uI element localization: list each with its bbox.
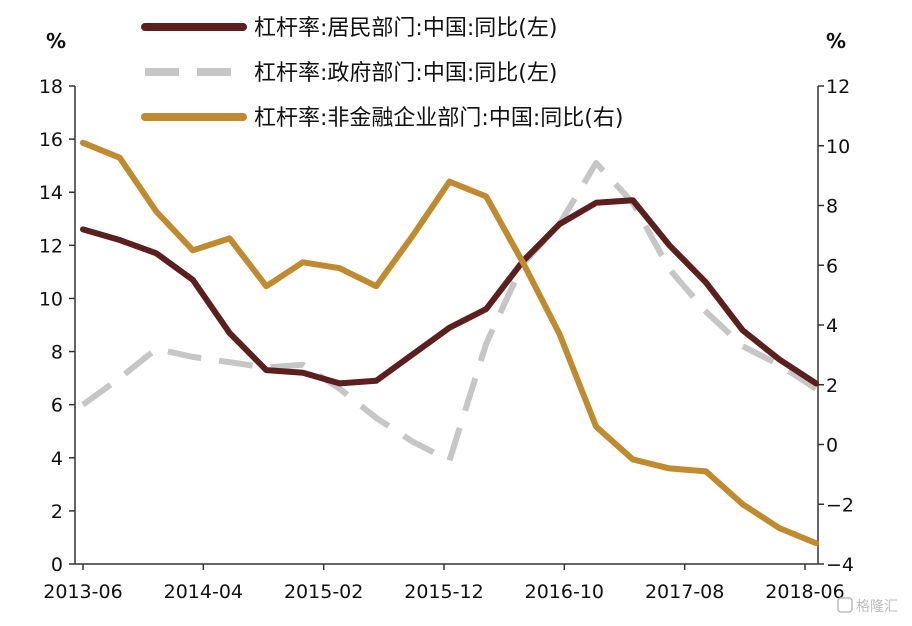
- right-unit-label: %: [826, 29, 846, 53]
- x-ticks: 2013-06 2014-04 2015-02 2015-12 2016-10 2017-…: [43, 564, 845, 603]
- left-y-tick-label: 2: [51, 501, 63, 523]
- left-y-tick-label: 6: [51, 395, 63, 417]
- series-lines: [80, 139, 819, 547]
- series-line-2: [81, 160, 818, 464]
- legend: 杠杆率:居民部门:中国:同比(左) 杠杆率:政府部门:中国:同比(左) 杠杆率:非金…: [141, 16, 623, 131]
- right-y-ticks: −4 −2 0 2 4 6 8 10 12: [818, 76, 854, 576]
- left-y-tick-label: 0: [51, 554, 63, 576]
- left-y-tick-label: 12: [39, 235, 63, 257]
- x-tick-label: 2015-02: [284, 581, 363, 603]
- legend-label: 杠杆率:居民部门:中国:同比(左): [254, 16, 557, 41]
- x-tick-label: 2015-12: [404, 581, 483, 603]
- x-tick-label: 2013-06: [43, 581, 122, 603]
- right-y-tick-label: 10: [826, 136, 850, 158]
- right-y-tick-label: −2: [826, 494, 854, 516]
- series-line-1: [80, 197, 819, 387]
- left-unit-label: %: [46, 29, 66, 53]
- series-line-3: [80, 139, 819, 547]
- right-y-tick-label: 6: [826, 255, 838, 277]
- legend-label: 杠杆率:非金融企业部门:中国:同比(右): [254, 106, 623, 131]
- x-tick-label: 2016-10: [525, 581, 604, 603]
- right-y-tick-label: 2: [826, 375, 838, 397]
- legend-label: 杠杆率:政府部门:中国:同比(左): [254, 61, 557, 86]
- left-y-tick-label: 18: [39, 76, 63, 98]
- x-tick-label: 2017-08: [645, 581, 724, 603]
- left-y-tick-label: 4: [51, 448, 63, 470]
- right-y-tick-label: 4: [826, 315, 838, 337]
- axes: [74, 86, 819, 565]
- watermark-logo-icon: [837, 597, 853, 613]
- right-y-tick-label: 8: [826, 196, 838, 218]
- left-y-tick-label: 14: [39, 182, 63, 204]
- watermark-text: 格隆汇: [856, 599, 898, 615]
- left-y-tick-label: 8: [51, 342, 63, 364]
- left-y-tick-label: 10: [39, 288, 63, 310]
- right-y-tick-label: 12: [826, 76, 850, 98]
- left-y-tick-label: 16: [39, 129, 63, 151]
- watermark: 格隆汇: [837, 597, 898, 615]
- right-y-tick-label: −4: [826, 554, 854, 576]
- left-y-ticks: 0 2 4 6 8 10 12 14 16 18: [39, 76, 75, 576]
- x-tick-label: 2014-04: [164, 581, 243, 603]
- x-tick-label: 2018-06: [765, 581, 844, 603]
- right-y-tick-label: 0: [826, 435, 838, 457]
